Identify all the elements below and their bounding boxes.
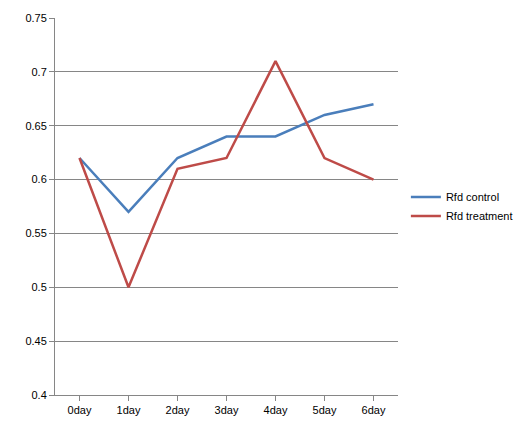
svg-text:Rfd treatment: Rfd treatment (446, 210, 513, 222)
svg-text:0.5: 0.5 (32, 281, 47, 293)
svg-text:6day: 6day (362, 404, 386, 416)
svg-text:0.55: 0.55 (25, 227, 46, 239)
svg-text:0day: 0day (68, 404, 92, 416)
svg-text:1day: 1day (117, 404, 141, 416)
svg-text:0.7: 0.7 (32, 66, 47, 78)
svg-text:0.65: 0.65 (25, 120, 46, 132)
svg-text:0.75: 0.75 (25, 12, 46, 24)
svg-text:Rfd control: Rfd control (446, 191, 499, 203)
svg-text:2day: 2day (166, 404, 190, 416)
svg-text:0.6: 0.6 (32, 173, 47, 185)
svg-text:4day: 4day (264, 404, 288, 416)
svg-text:3day: 3day (215, 404, 239, 416)
svg-text:5day: 5day (313, 404, 337, 416)
svg-text:0.45: 0.45 (25, 335, 46, 347)
svg-text:0.4: 0.4 (32, 389, 47, 401)
